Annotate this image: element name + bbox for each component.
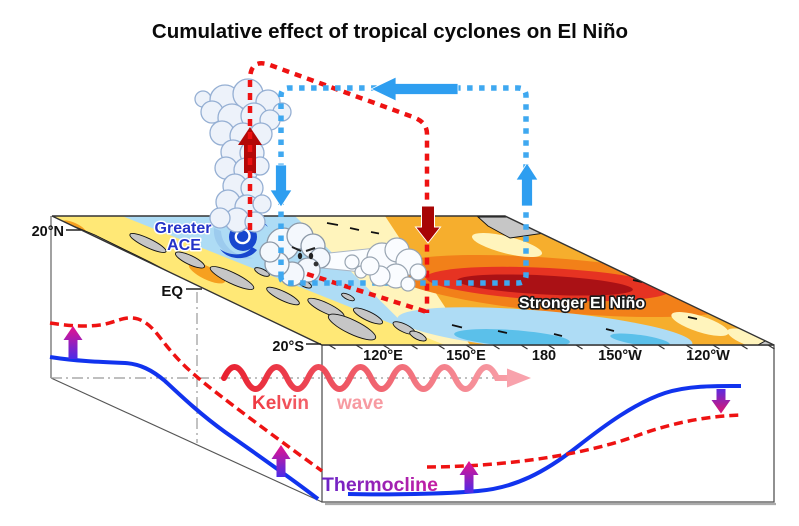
cool-core-1 xyxy=(454,329,570,345)
red-surface-branch xyxy=(306,271,428,315)
thermocline-label: Thermocline xyxy=(322,474,438,496)
lat-label-20s: 20°S xyxy=(272,339,304,355)
red-loop-path xyxy=(247,61,430,313)
front-thermocline-old xyxy=(347,383,742,497)
west-thermocline-new xyxy=(49,316,324,473)
kelvin-arrowhead xyxy=(507,368,531,388)
upper-westward-arrow xyxy=(370,76,459,102)
walker-circulation-red-loop xyxy=(247,61,430,315)
convective-cloud xyxy=(194,78,292,233)
map-border xyxy=(51,215,775,346)
kelvin-wave-label-word2: wave xyxy=(336,393,383,414)
cool-core-2 xyxy=(610,333,670,345)
blue-loop-arrows xyxy=(269,76,539,208)
lat-label-eq: EQ xyxy=(161,283,183,300)
west-thermocline-old xyxy=(49,355,320,501)
page-title: Cumulative effect of tropical cyclones o… xyxy=(152,20,628,43)
kelvin-wave-arrow xyxy=(221,364,531,392)
wind-puff-cloud xyxy=(344,237,427,292)
lon-label-150e: 150°E xyxy=(446,348,486,364)
south-cool-band xyxy=(397,307,693,345)
el-nino-core xyxy=(457,274,633,296)
lon-label-180: 180 xyxy=(532,348,556,364)
cloud-face xyxy=(291,246,316,252)
thermocline-curves-west xyxy=(49,316,324,501)
latitude-ticks xyxy=(66,229,321,345)
west-shoaling-arrow-2 xyxy=(271,445,291,477)
greater-ace-label-line2: ACE xyxy=(167,237,201,254)
kelvin-wave-label-word1: Kelvin xyxy=(252,393,309,414)
east-ascent-arrow xyxy=(515,162,539,207)
west-panel xyxy=(50,216,323,503)
lon-label-120e: 120°E xyxy=(363,348,403,364)
thermocline-curves-front xyxy=(347,383,742,497)
greater-ace-label-line1: Greater xyxy=(155,220,212,237)
east-deepening-arrow xyxy=(711,389,731,414)
stronger-el-nino-label: Stronger El Niño xyxy=(519,295,645,312)
west-descent-arrow xyxy=(269,164,293,208)
lon-label-150w: 150°W xyxy=(598,348,642,364)
front-shoaling-arrow xyxy=(459,461,479,493)
walker-circulation-blue-loop xyxy=(278,85,529,286)
subsidence-arrow xyxy=(414,205,442,244)
front-thermocline-new xyxy=(426,413,742,469)
west-shoaling-arrow-1 xyxy=(63,326,83,359)
reference-lines xyxy=(51,292,500,443)
pale-spot-2 xyxy=(671,312,729,336)
lat-label-20n: 20°N xyxy=(32,224,64,240)
front-panel: 120°E 150°E 180 150°W 120°W xyxy=(321,340,776,506)
lon-label-120w: 120°W xyxy=(686,348,730,364)
